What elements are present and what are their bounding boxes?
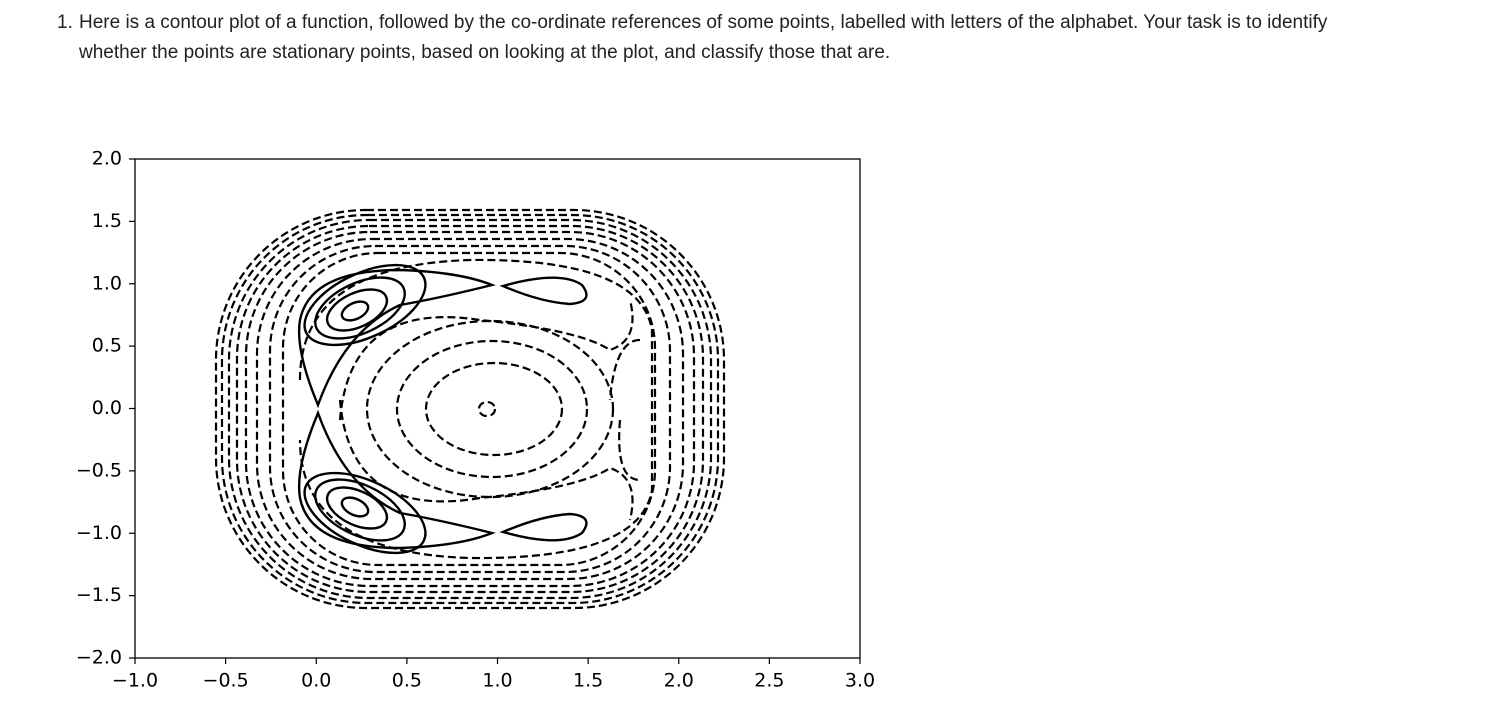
- contour-line: [340, 496, 370, 518]
- contour-line: [255, 237, 685, 581]
- contour-line: [325, 288, 389, 332]
- y-tick-label: 1.0: [92, 272, 122, 294]
- x-tick-label: 2.0: [664, 670, 694, 692]
- y-tick-label: −2.0: [76, 647, 122, 669]
- x-tick-label: −0.5: [203, 670, 249, 692]
- x-tick-label: 2.5: [754, 670, 784, 692]
- y-tick-label: 0.5: [92, 335, 122, 357]
- y-tick-label: −1.0: [76, 522, 122, 544]
- plot-frame: [134, 158, 861, 659]
- contour-line: [477, 400, 497, 418]
- contour-line: [365, 319, 615, 499]
- contour-line: [214, 208, 726, 610]
- x-tick-label: −1.0: [112, 670, 158, 692]
- contour-line: [314, 276, 406, 340]
- contour-line: [298, 258, 654, 560]
- contour-line: [395, 339, 589, 479]
- y-tick-label: 2.0: [92, 148, 122, 170]
- contour-line: [297, 268, 496, 409]
- contour-line: [227, 218, 713, 600]
- contour-line: [297, 409, 496, 550]
- contour-line: [281, 251, 657, 567]
- y-tick-label: −0.5: [76, 459, 122, 481]
- contour-line: [314, 478, 406, 542]
- x-tick-label: 0.0: [301, 670, 331, 692]
- contour-line: [220, 213, 720, 605]
- question-text: Here is a contour plot of a function, fo…: [79, 12, 1328, 63]
- contour-line: [424, 361, 564, 457]
- x-tick-label: 1.5: [573, 670, 603, 692]
- contour-line: [235, 224, 705, 594]
- contour-line: [338, 299, 634, 521]
- contour-line: [303, 263, 427, 347]
- contour-line: [303, 471, 427, 555]
- x-tick-label: 3.0: [845, 670, 875, 692]
- question-number: 1.: [57, 12, 73, 33]
- question: 1. Here is a contour plot of a function,…: [57, 8, 1387, 68]
- contour-line: [608, 338, 641, 482]
- contour-line: [325, 486, 389, 530]
- y-tick-label: 1.5: [92, 210, 122, 232]
- x-tick-label: 0.5: [392, 670, 422, 692]
- contour-line: [340, 300, 370, 322]
- x-tick-label: 1.0: [482, 670, 512, 692]
- contour-line: [268, 244, 672, 574]
- y-tick-label: −1.5: [76, 584, 122, 606]
- contour-line: [499, 512, 588, 542]
- y-tick-label: 0.0: [92, 397, 122, 419]
- contour-line: [499, 276, 588, 306]
- contour-line: [244, 230, 696, 588]
- contours: [214, 208, 726, 610]
